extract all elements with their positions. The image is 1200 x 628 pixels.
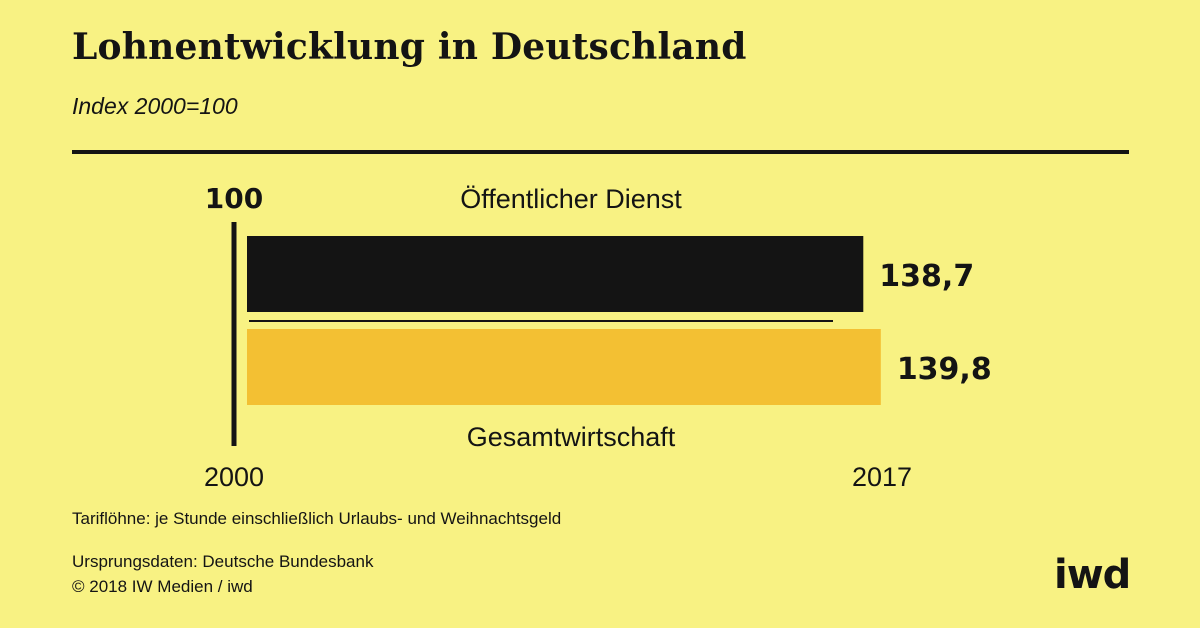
bar-gesamtwirtschaft: [247, 329, 881, 405]
x-start-label: 2000: [204, 462, 264, 492]
bar-oeffentlicher-dienst: [247, 236, 864, 312]
chart-subtitle: Index 2000=100: [72, 93, 238, 119]
bar-value-label: 139,8: [897, 352, 992, 387]
baseline-label: 100: [205, 182, 263, 215]
series-label-gesamtwirtschaft: Gesamtwirtschaft: [467, 422, 676, 452]
title-divider: [72, 150, 1129, 154]
chart-title: Lohnentwicklung in Deutschland: [72, 26, 747, 68]
x-end-label: 2017: [852, 462, 912, 492]
definition-note: Tariflöhne: je Stunde einschließlich Url…: [72, 509, 562, 528]
copyright-note: © 2018 IW Medien / iwd: [72, 577, 253, 596]
source-note: Ursprungsdaten: Deutsche Bundesbank: [72, 552, 374, 571]
series-label-oeffentlicher-dienst: Öffentlicher Dienst: [460, 184, 682, 214]
iwd-logo: iwd: [1054, 552, 1131, 598]
bar-value-label: 138,7: [879, 259, 974, 294]
